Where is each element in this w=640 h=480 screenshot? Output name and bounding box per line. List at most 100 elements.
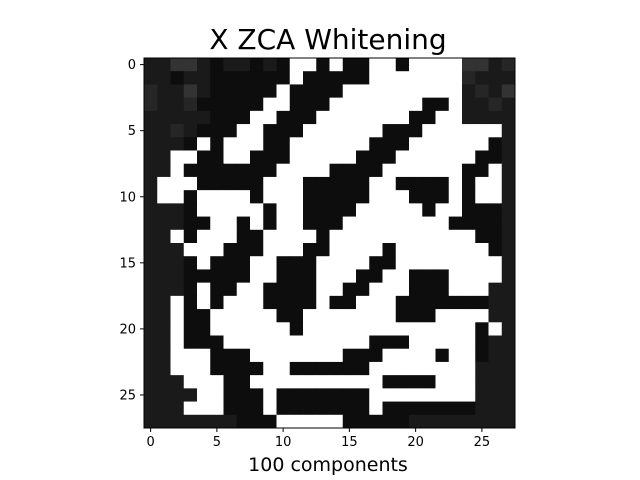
heatmap-cell [409, 203, 423, 217]
heatmap-cell [223, 348, 238, 363]
heatmap-cell [210, 269, 224, 284]
heatmap-cell [263, 414, 277, 429]
x-tick-label: 0 [146, 435, 154, 450]
heatmap-cell [276, 58, 291, 72]
heatmap-cell [197, 401, 211, 416]
heatmap-cell [223, 243, 238, 257]
heatmap-cell [250, 203, 264, 217]
heatmap-cell [488, 71, 503, 85]
heatmap-cell [144, 375, 158, 389]
heatmap-cell [157, 388, 171, 402]
heatmap-cell [289, 229, 304, 244]
heatmap-cell [289, 110, 304, 125]
heatmap-cell [409, 110, 423, 125]
heatmap-cell [289, 309, 304, 323]
heatmap-cell [501, 176, 516, 191]
heatmap-cell [448, 190, 463, 204]
heatmap-cell [475, 190, 489, 204]
heatmap-cell [144, 414, 158, 429]
heatmap-cell [289, 322, 304, 336]
heatmap-cell [448, 176, 463, 191]
heatmap-cell [144, 84, 158, 99]
heatmap-cell [422, 97, 436, 112]
heatmap-cell [488, 256, 503, 270]
heatmap-cell [382, 124, 397, 138]
heatmap-cell [289, 388, 304, 402]
heatmap-cell [369, 256, 383, 270]
plot-frame [143, 57, 516, 429]
heatmap-cell [303, 282, 317, 297]
heatmap-cell [382, 97, 397, 112]
heatmap-cell [263, 401, 277, 416]
heatmap-cell [183, 243, 198, 257]
heatmap-cell [276, 216, 291, 231]
heatmap-cell [409, 137, 423, 151]
heatmap-cell [250, 269, 264, 284]
heatmap-cell [316, 269, 330, 284]
heatmap-cell [356, 84, 370, 99]
heatmap-cell [263, 375, 277, 389]
heatmap-cell [501, 150, 516, 165]
heatmap-cell [329, 163, 344, 178]
heatmap-cell [170, 229, 185, 244]
heatmap-cell [501, 361, 516, 376]
heatmap-cell [462, 348, 476, 363]
heatmap-cell [448, 137, 463, 151]
heatmap-cell [303, 309, 317, 323]
heatmap-cell [276, 361, 291, 376]
heatmap-cell [409, 309, 423, 323]
heatmap-cell [382, 216, 397, 231]
heatmap-cell [250, 322, 264, 336]
heatmap-cell [276, 388, 291, 402]
heatmap-cell [422, 137, 436, 151]
heatmap-cell [409, 388, 423, 402]
heatmap-cell [501, 110, 516, 125]
heatmap-cell [342, 309, 357, 323]
heatmap-cell [183, 269, 198, 284]
heatmap-cell [488, 282, 503, 297]
heatmap-cell [197, 256, 211, 270]
heatmap-cell [448, 388, 463, 402]
heatmap-cell [197, 84, 211, 99]
heatmap-cell [289, 375, 304, 389]
heatmap-cell [197, 282, 211, 297]
heatmap-cell [236, 401, 251, 416]
heatmap-cell [263, 163, 277, 178]
heatmap-cell [197, 335, 211, 350]
heatmap-cell [263, 348, 277, 363]
heatmap-cell [250, 348, 264, 363]
heatmap-cell [316, 190, 330, 204]
heatmap-cell [369, 388, 383, 402]
heatmap-cell [329, 84, 344, 99]
heatmap-cell [435, 335, 450, 350]
heatmap-cell [289, 361, 304, 376]
heatmap-cell [501, 124, 516, 138]
heatmap-cell [448, 282, 463, 297]
heatmap-cell [223, 124, 238, 138]
heatmap-cell [382, 269, 397, 284]
heatmap-cell [289, 137, 304, 151]
heatmap-cell [409, 335, 423, 350]
heatmap-cell [448, 269, 463, 284]
heatmap-cell [448, 348, 463, 363]
heatmap-cell [210, 137, 224, 151]
heatmap-cell [316, 348, 330, 363]
heatmap-cell [289, 348, 304, 363]
heatmap-cell [488, 295, 503, 310]
heatmap-cell [289, 176, 304, 191]
heatmap-cell [263, 295, 277, 310]
heatmap-cell [210, 216, 224, 231]
heatmap-cell [356, 322, 370, 336]
heatmap-cell [303, 269, 317, 284]
heatmap-cell [223, 190, 238, 204]
heatmap-cell [369, 203, 383, 217]
heatmap-cell [223, 229, 238, 244]
heatmap-cell [183, 150, 198, 165]
heatmap-cell [356, 269, 370, 284]
heatmap-cell [342, 335, 357, 350]
heatmap-cell [263, 150, 277, 165]
heatmap-cell [223, 110, 238, 125]
heatmap-cell [422, 229, 436, 244]
heatmap-cell [329, 229, 344, 244]
heatmap-cell [223, 335, 238, 350]
